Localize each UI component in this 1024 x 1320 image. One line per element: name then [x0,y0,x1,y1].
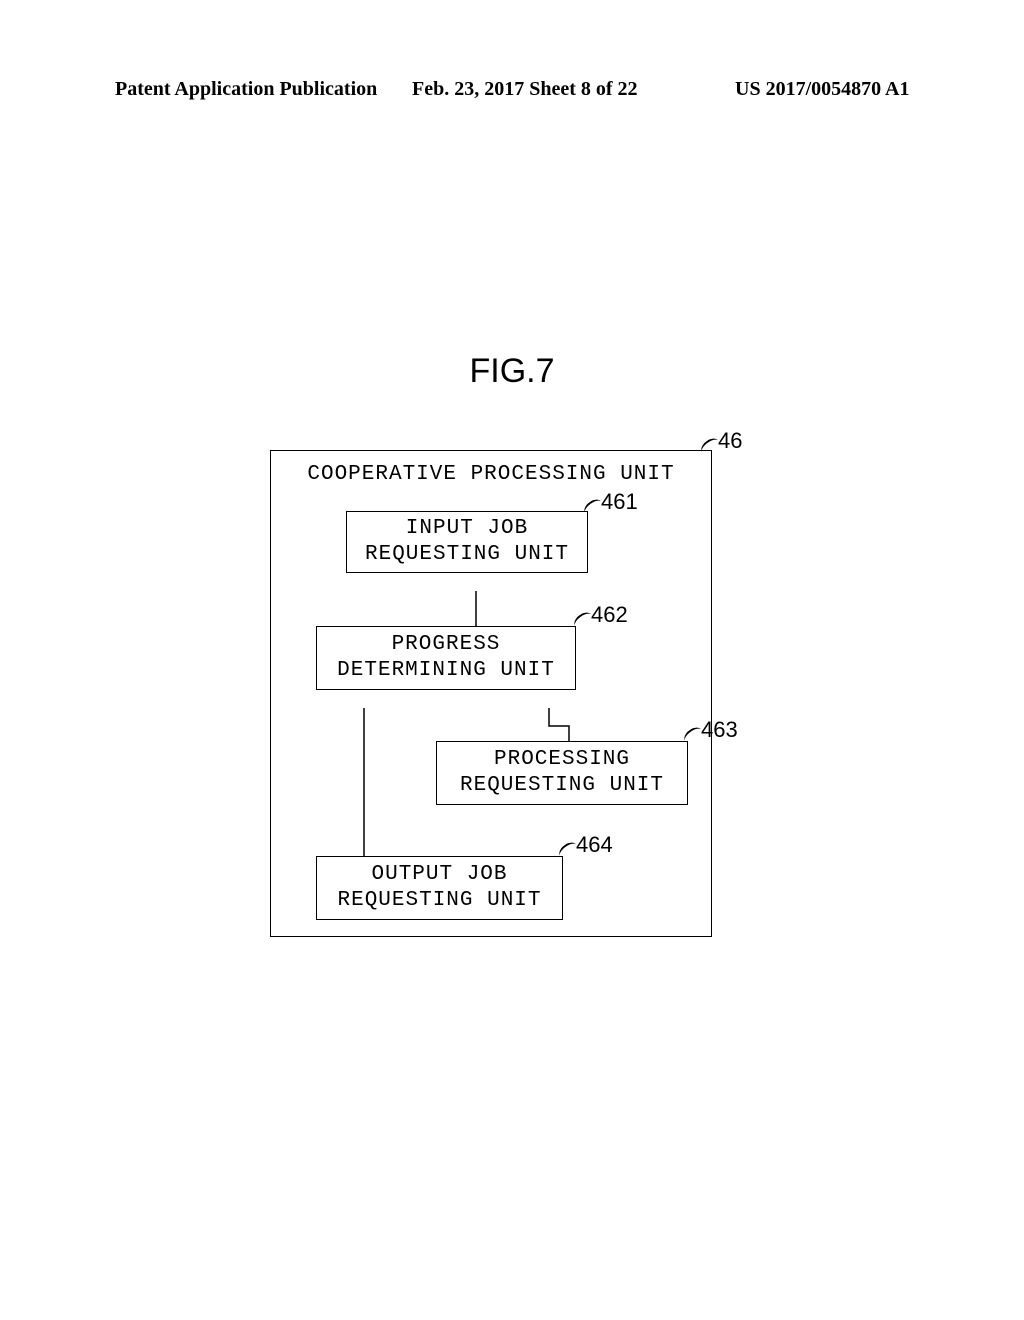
progress-determining-unit-box: PROGRESS DETERMINING UNIT [316,626,576,690]
header-left: Patent Application Publication [115,78,377,101]
ref-outer: 46 [718,428,742,454]
processing-requesting-unit-box: PROCESSING REQUESTING UNIT [436,741,688,805]
block-label: INPUT JOB REQUESTING UNIT [365,516,569,569]
block-label: PROGRESS DETERMINING UNIT [337,632,555,685]
ref-463: 463 [701,717,738,743]
block-label: PROCESSING REQUESTING UNIT [460,747,664,800]
input-job-requesting-unit-box: INPUT JOB REQUESTING UNIT [346,511,588,573]
output-job-requesting-unit-box: OUTPUT JOB REQUESTING UNIT [316,856,563,920]
header-right: US 2017/0054870 A1 [735,78,909,101]
diagram-area: 46 COOPERATIVE PROCESSING UNIT 461 [260,430,760,950]
page: Patent Application Publication Feb. 23, … [0,0,1024,1320]
ref-461: 461 [601,489,638,515]
cooperative-processing-unit-box: COOPERATIVE PROCESSING UNIT 461 [270,450,712,937]
block-label: OUTPUT JOB REQUESTING UNIT [337,862,541,915]
ref-464: 464 [576,832,613,858]
header-center: Feb. 23, 2017 Sheet 8 of 22 [412,78,638,101]
figure-title: FIG.7 [0,352,1024,391]
ref-462: 462 [591,602,628,628]
